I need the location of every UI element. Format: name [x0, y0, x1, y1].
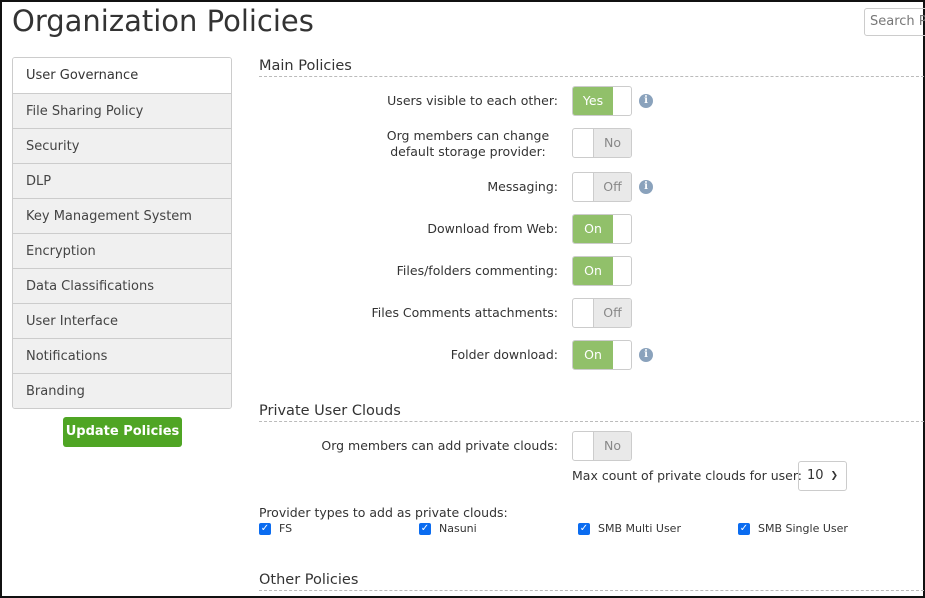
- policy-toggle[interactable]: No: [572, 128, 632, 158]
- page-title: Organization Policies: [12, 4, 314, 38]
- sidebar-item-branding[interactable]: Branding: [13, 373, 231, 408]
- toggle-state: No: [593, 432, 631, 460]
- provider-label: Nasuni: [439, 522, 477, 535]
- provider-fs-checkbox[interactable]: ✓ FS: [259, 522, 292, 535]
- provider-smb-multi-checkbox[interactable]: ✓ SMB Multi User: [578, 522, 681, 535]
- policy-label: Users visible to each other:: [387, 93, 558, 108]
- checkbox-checked-icon: ✓: [578, 522, 590, 535]
- add-private-clouds-toggle[interactable]: No: [572, 431, 632, 461]
- provider-label: FS: [279, 522, 293, 535]
- search-input[interactable]: Search Po: [864, 8, 925, 36]
- toggle-state: No: [593, 129, 631, 157]
- sidebar-item-user-interface[interactable]: User Interface: [13, 303, 231, 338]
- toggle-state: Off: [593, 299, 631, 327]
- max-count-select[interactable]: 10 ❯: [798, 461, 847, 491]
- sidebar-item-file-sharing[interactable]: File Sharing Policy: [13, 93, 231, 128]
- toggle-state: On: [573, 257, 613, 285]
- providers-label: Provider types to add as private clouds:: [259, 505, 508, 520]
- policy-label: Folder download:: [450, 347, 558, 362]
- sidebar-item-data-classifications[interactable]: Data Classifications: [13, 268, 231, 303]
- max-count-value: 10: [807, 468, 824, 483]
- policy-toggle[interactable]: On: [572, 340, 632, 370]
- toggle-state: Off: [593, 173, 631, 201]
- provider-label: SMB Multi User: [598, 522, 681, 535]
- checkbox-checked-icon: ✓: [738, 522, 750, 535]
- policy-label: Org members can change default storage p…: [386, 128, 550, 159]
- policy-toggle[interactable]: Yes: [572, 86, 632, 116]
- policy-label: Files Comments attachments:: [371, 305, 558, 320]
- sidebar-item-kms[interactable]: Key Management System: [13, 198, 231, 233]
- sidebar: User Governance File Sharing Policy Secu…: [12, 57, 232, 409]
- sidebar-item-security[interactable]: Security: [13, 128, 231, 163]
- policy-toggle[interactable]: Off: [572, 172, 632, 202]
- sidebar-item-user-governance[interactable]: User Governance: [13, 58, 231, 93]
- provider-label: SMB Single User: [758, 522, 848, 535]
- chevron-down-icon: ❯: [830, 471, 838, 481]
- section-main-policies: Main Policies: [259, 58, 925, 77]
- add-private-clouds-label: Org members can add private clouds:: [321, 438, 558, 453]
- checkbox-checked-icon: ✓: [419, 522, 431, 535]
- policy-toggle[interactable]: On: [572, 256, 632, 286]
- checkbox-checked-icon: ✓: [259, 522, 271, 535]
- update-policies-button[interactable]: Update Policies: [63, 417, 182, 447]
- policy-toggle[interactable]: Off: [572, 298, 632, 328]
- policy-label: Messaging:: [487, 179, 558, 194]
- toggle-state: Yes: [573, 87, 613, 115]
- sidebar-item-notifications[interactable]: Notifications: [13, 338, 231, 373]
- sidebar-item-dlp[interactable]: DLP: [13, 163, 231, 198]
- toggle-state: On: [573, 215, 613, 243]
- policy-toggle[interactable]: On: [572, 214, 632, 244]
- provider-nasuni-checkbox[interactable]: ✓ Nasuni: [419, 522, 477, 535]
- policy-label: Download from Web:: [427, 221, 558, 236]
- max-count-label: Max count of private clouds for user:: [572, 468, 802, 483]
- provider-smb-single-checkbox[interactable]: ✓ SMB Single User: [738, 522, 848, 535]
- section-private-user-clouds: Private User Clouds: [259, 403, 925, 422]
- section-other-policies: Other Policies: [259, 572, 925, 591]
- info-icon[interactable]: i: [639, 180, 653, 194]
- policy-label: Files/folders commenting:: [396, 263, 558, 278]
- sidebar-item-encryption[interactable]: Encryption: [13, 233, 231, 268]
- toggle-state: On: [573, 341, 613, 369]
- info-icon[interactable]: i: [639, 94, 653, 108]
- info-icon[interactable]: i: [639, 348, 653, 362]
